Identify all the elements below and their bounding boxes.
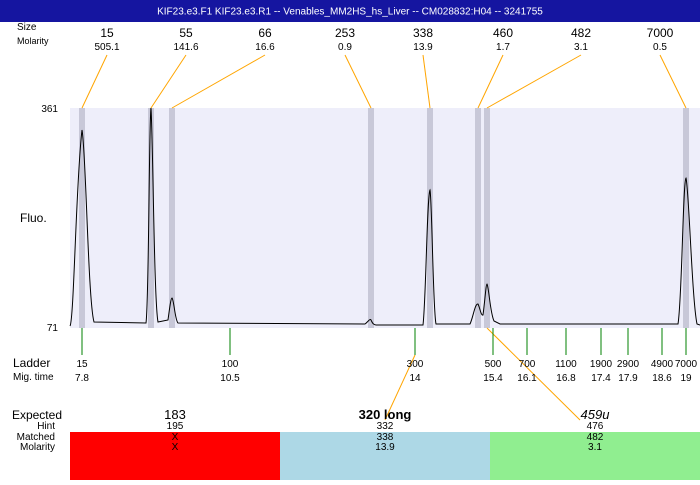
result-matched: X: [172, 432, 179, 443]
result-matched: 338: [377, 432, 394, 443]
ladder-size: 2900: [617, 359, 640, 370]
peak-size: 15: [100, 26, 114, 40]
result-cell: [490, 432, 700, 480]
result-molarity: 13.9: [375, 442, 395, 453]
peak-band: [683, 108, 689, 328]
result-label: Matched: [17, 432, 55, 443]
ladder-time: 10.5: [220, 373, 240, 384]
peak-molarity: 141.6: [173, 42, 198, 53]
peak-molarity: 0.5: [653, 42, 667, 53]
result-hint: 195: [167, 421, 184, 432]
peak-band: [475, 108, 481, 328]
size-label: Size: [17, 22, 37, 33]
ladder-time: 7.8: [75, 373, 89, 384]
header-title: KIF23.e3.F1 KIF23.e3.R1 -- Venables_MM2H…: [157, 7, 543, 18]
ladder-time: 17.9: [618, 373, 638, 384]
result-label: Molarity: [20, 442, 55, 453]
peak-band: [484, 108, 490, 328]
peak-molarity: 16.6: [255, 42, 275, 53]
peak-band: [79, 108, 85, 328]
result-hint: 332: [377, 421, 394, 432]
ladder-time: 16.8: [556, 373, 576, 384]
result-expected: 183: [164, 407, 186, 422]
peak-molarity: 13.9: [413, 42, 433, 53]
ladder-time: 14: [409, 373, 421, 384]
y-top: 361: [41, 104, 58, 115]
ladder-time: 19: [680, 373, 692, 384]
result-cell: [280, 432, 490, 480]
peak-molarity: 1.7: [496, 42, 510, 53]
peak-size: 338: [413, 26, 433, 40]
peak-size: 55: [179, 26, 193, 40]
y-bottom: 71: [47, 323, 59, 334]
match-line: [486, 327, 581, 421]
plot-area: [70, 108, 700, 328]
peak-size: 253: [335, 26, 355, 40]
result-matched: 482: [587, 432, 604, 443]
peak-line: [171, 54, 266, 109]
ladder-time: 15.4: [483, 373, 503, 384]
header-bar: [0, 0, 700, 22]
peak-molarity: 3.1: [574, 42, 588, 53]
mig-time-label: Mig. time: [13, 372, 54, 383]
ladder-size: 100: [222, 359, 239, 370]
ladder-time: 17.4: [591, 373, 611, 384]
peak-band: [148, 108, 154, 328]
ladder-size: 15: [76, 359, 88, 370]
result-molarity: X: [172, 442, 179, 453]
result-cell: [70, 432, 280, 480]
result-label: Expected: [12, 408, 62, 422]
peak-band: [169, 108, 175, 328]
peak-molarity: 505.1: [94, 42, 119, 53]
y-label: Fluo.: [20, 211, 47, 225]
peak-line: [81, 54, 108, 109]
peak-line: [659, 54, 687, 109]
peak-line: [477, 54, 504, 109]
peak-molarity: 0.9: [338, 42, 352, 53]
ladder-size: 1100: [555, 359, 577, 370]
peak-band: [427, 108, 433, 328]
ladder-size: 4900: [651, 359, 674, 370]
trace: [69, 107, 700, 327]
ladder-label: Ladder: [13, 356, 50, 370]
peak-line: [486, 54, 582, 109]
peak-size: 7000: [647, 26, 674, 40]
result-label: Hint: [37, 421, 55, 432]
result-expected: 459u: [581, 407, 610, 422]
ladder-time: 18.6: [652, 373, 672, 384]
match-line: [384, 354, 416, 421]
peak-line: [422, 54, 431, 109]
ladder-time: 16.1: [517, 373, 537, 384]
peak-size: 460: [493, 26, 513, 40]
result-molarity: 3.1: [588, 442, 602, 453]
molarity-label: Molarity: [17, 36, 49, 46]
result-expected: 320 long: [359, 407, 412, 422]
peak-size: 66: [258, 26, 272, 40]
ladder-size: 7000: [675, 359, 698, 370]
peak-band: [368, 108, 374, 328]
ladder-size: 700: [519, 359, 536, 370]
peak-line: [344, 54, 372, 109]
peak-size: 482: [571, 26, 591, 40]
ladder-size: 500: [485, 359, 502, 370]
ladder-size: 1900: [590, 359, 613, 370]
result-hint: 476: [587, 421, 604, 432]
peak-line: [150, 54, 187, 109]
ladder-size: 300: [407, 359, 424, 370]
